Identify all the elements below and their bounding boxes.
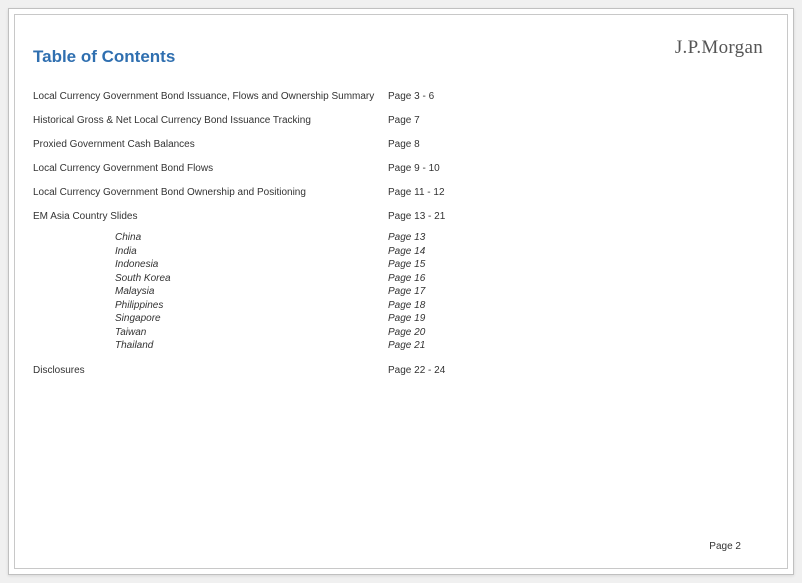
toc-sub-page-ref: Page 17 (388, 285, 769, 299)
toc-page-ref: Page 13 - 21 (388, 211, 769, 223)
brand-logo: J.P.Morgan (675, 37, 763, 59)
toc-label: Local Currency Government Bond Issuance,… (33, 91, 388, 103)
toc-sub-label: Indonesia (33, 258, 388, 272)
toc-sub-page-ref: Page 15 (388, 258, 769, 272)
toc-sub-page-ref: Page 18 (388, 299, 769, 313)
toc-page-ref: Page 11 - 12 (388, 187, 769, 199)
toc-sub-row: Malaysia Page 17 (33, 285, 769, 299)
toc-sub-row: Taiwan Page 20 (33, 326, 769, 340)
page-number: Page 2 (709, 541, 741, 552)
toc-sub-row: Philippines Page 18 (33, 299, 769, 313)
toc-sub-label: Singapore (33, 312, 388, 326)
toc-sub-label: South Korea (33, 272, 388, 286)
toc-sub-label: India (33, 245, 388, 259)
toc-row: Proxied Government Cash Balances Page 8 (33, 139, 769, 151)
toc-sub-row: China Page 13 (33, 231, 769, 245)
toc-sub-row: Thailand Page 21 (33, 339, 769, 353)
toc-label: Historical Gross & Net Local Currency Bo… (33, 115, 388, 127)
toc-label: EM Asia Country Slides (33, 211, 388, 223)
toc-row: Local Currency Government Bond Flows Pag… (33, 163, 769, 175)
toc-row: EM Asia Country Slides Page 13 - 21 (33, 211, 769, 223)
toc-page-ref: Page 3 - 6 (388, 91, 769, 103)
toc-row: Historical Gross & Net Local Currency Bo… (33, 115, 769, 127)
toc-sub-page-ref: Page 21 (388, 339, 769, 353)
document-page: J.P.Morgan Table of Contents Local Curre… (8, 8, 794, 575)
toc-sub-row: Singapore Page 19 (33, 312, 769, 326)
toc-label: Proxied Government Cash Balances (33, 139, 388, 151)
toc-sub-label: China (33, 231, 388, 245)
toc-sub-page-ref: Page 20 (388, 326, 769, 340)
toc-sub-row: India Page 14 (33, 245, 769, 259)
toc-sub-page-ref: Page 16 (388, 272, 769, 286)
page-inner-border: J.P.Morgan Table of Contents Local Curre… (14, 14, 788, 569)
toc-sub-label: Thailand (33, 339, 388, 353)
toc-page-ref: Page 22 - 24 (388, 365, 769, 377)
toc-sub-label: Malaysia (33, 285, 388, 299)
toc-sub-row: South Korea Page 16 (33, 272, 769, 286)
toc-sub-label: Taiwan (33, 326, 388, 340)
toc-sub-page-ref: Page 14 (388, 245, 769, 259)
toc-sub-page-ref: Page 19 (388, 312, 769, 326)
toc-sub-label: Philippines (33, 299, 388, 313)
toc-sublist: China Page 13 India Page 14 Indonesia Pa… (33, 231, 769, 353)
toc-row: Disclosures Page 22 - 24 (33, 365, 769, 377)
toc-label: Local Currency Government Bond Flows (33, 163, 388, 175)
toc-page-ref: Page 7 (388, 115, 769, 127)
toc-label: Disclosures (33, 365, 388, 377)
toc-sub-row: Indonesia Page 15 (33, 258, 769, 272)
toc-row: Local Currency Government Bond Ownership… (33, 187, 769, 199)
toc-sub-page-ref: Page 13 (388, 231, 769, 245)
toc-label: Local Currency Government Bond Ownership… (33, 187, 388, 199)
toc-row: Local Currency Government Bond Issuance,… (33, 91, 769, 103)
toc-page-ref: Page 9 - 10 (388, 163, 769, 175)
toc-page-ref: Page 8 (388, 139, 769, 151)
page-title: Table of Contents (33, 47, 769, 67)
